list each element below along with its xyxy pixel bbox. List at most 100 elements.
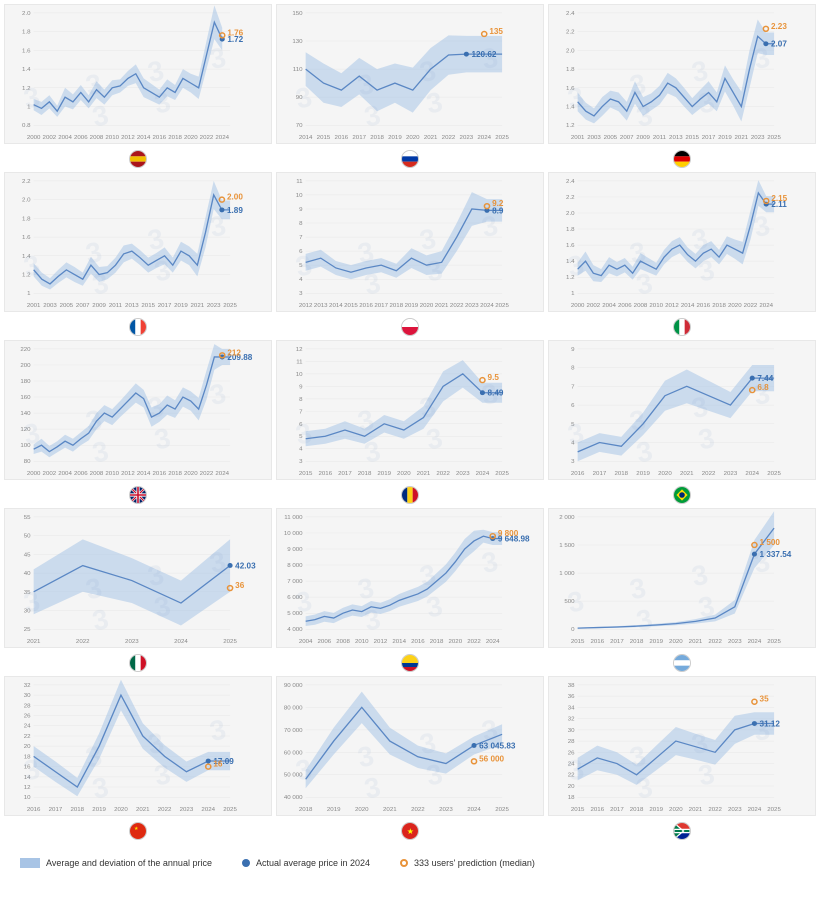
svg-text:2021: 2021	[689, 639, 703, 645]
flag-italy-icon	[673, 318, 691, 336]
svg-text:1.8: 1.8	[566, 227, 575, 233]
svg-text:11 000: 11 000	[284, 515, 303, 521]
band-swatch	[20, 858, 40, 868]
svg-text:2021: 2021	[191, 303, 205, 309]
svg-text:1.8: 1.8	[22, 216, 31, 222]
svg-text:2015: 2015	[571, 639, 585, 645]
svg-text:2021: 2021	[417, 471, 431, 477]
svg-text:2017: 2017	[338, 471, 352, 477]
svg-text:2022: 2022	[467, 639, 481, 645]
svg-text:2025: 2025	[495, 471, 509, 477]
svg-text:2016: 2016	[153, 135, 167, 141]
svg-text:2010: 2010	[105, 471, 119, 477]
svg-text:2004: 2004	[602, 303, 616, 309]
svg-text:2019: 2019	[92, 807, 106, 813]
svg-text:2016: 2016	[27, 807, 41, 813]
svg-text:2018: 2018	[168, 471, 182, 477]
svg-text:32: 32	[24, 683, 31, 689]
svg-text:2022: 2022	[702, 471, 716, 477]
svg-text:120: 120	[20, 427, 31, 433]
svg-text:2024: 2024	[467, 807, 481, 813]
svg-text:2015: 2015	[571, 807, 585, 813]
svg-text:2009: 2009	[636, 135, 650, 141]
svg-text:2006: 2006	[318, 639, 332, 645]
svg-text:2.15: 2.15	[771, 194, 787, 203]
svg-text:2014: 2014	[299, 135, 313, 141]
svg-text:7.44: 7.44	[757, 374, 773, 383]
svg-text:6 000: 6 000	[287, 595, 303, 601]
svg-text:2018: 2018	[630, 807, 644, 813]
svg-text:6.8: 6.8	[757, 383, 769, 392]
svg-text:2016: 2016	[590, 807, 604, 813]
chart-13: 40 00050 00060 00070 00080 00090 0002018…	[276, 676, 544, 816]
flag-brazil-icon	[673, 486, 691, 504]
svg-text:160: 160	[20, 395, 31, 401]
svg-text:2004: 2004	[58, 471, 72, 477]
svg-text:30: 30	[24, 693, 31, 699]
svg-text:70: 70	[296, 123, 303, 129]
svg-text:2.07: 2.07	[771, 40, 787, 49]
svg-text:30: 30	[24, 609, 31, 615]
svg-text:2025: 2025	[223, 639, 237, 645]
svg-text:2024: 2024	[748, 639, 762, 645]
svg-text:2020: 2020	[406, 135, 420, 141]
svg-text:2022: 2022	[450, 303, 464, 309]
flag-china-icon: ★	[129, 822, 147, 840]
chart-12: 1012141618202224262830322016201720182019…	[4, 676, 272, 816]
svg-text:34: 34	[568, 705, 575, 711]
svg-text:1.4: 1.4	[22, 67, 31, 73]
chart-cell-argentina: 05001 0001 5002 000201520162017201820192…	[548, 508, 816, 672]
svg-text:1 500: 1 500	[760, 538, 781, 547]
svg-text:140: 140	[20, 411, 31, 417]
svg-text:2016: 2016	[153, 471, 167, 477]
svg-text:9.5: 9.5	[488, 373, 500, 382]
svg-text:2017: 2017	[352, 135, 366, 141]
svg-text:2004: 2004	[58, 135, 72, 141]
svg-text:2012: 2012	[121, 471, 135, 477]
legend-predicted-label: 333 users' prediction (median)	[414, 858, 535, 868]
legend-predicted: 333 users' prediction (median)	[400, 858, 535, 868]
flag-colombia-icon	[401, 654, 419, 672]
svg-text:1.6: 1.6	[566, 86, 575, 92]
svg-text:2002: 2002	[587, 303, 601, 309]
svg-text:2023: 2023	[207, 303, 221, 309]
legend: Average and deviation of the annual pric…	[0, 844, 820, 882]
svg-text:2022: 2022	[436, 471, 450, 477]
svg-text:2021: 2021	[435, 303, 449, 309]
svg-text:2019: 2019	[649, 639, 663, 645]
chart-11: 05001 0001 5002 000201520162017201820192…	[548, 508, 816, 648]
chart-7: 3456789101112201520162017201820192020202…	[276, 340, 544, 480]
svg-text:2006: 2006	[74, 135, 88, 141]
svg-text:63 045.83: 63 045.83	[479, 742, 516, 751]
svg-text:20: 20	[568, 784, 575, 790]
svg-text:2025: 2025	[223, 807, 237, 813]
svg-text:2016: 2016	[697, 303, 711, 309]
svg-text:30: 30	[568, 728, 575, 734]
svg-text:2015: 2015	[299, 471, 313, 477]
svg-text:0.8: 0.8	[22, 123, 31, 129]
svg-text:2023: 2023	[180, 807, 194, 813]
svg-text:2009: 2009	[92, 303, 106, 309]
svg-text:18: 18	[24, 754, 31, 760]
svg-text:12: 12	[24, 785, 31, 791]
svg-text:9 000: 9 000	[287, 547, 303, 553]
chart-10: 4 0005 0006 0007 0008 0009 00010 00011 0…	[276, 508, 544, 648]
svg-text:2021: 2021	[383, 807, 397, 813]
svg-text:2022: 2022	[411, 807, 425, 813]
svg-text:80: 80	[24, 459, 31, 465]
svg-text:2020: 2020	[184, 471, 198, 477]
svg-text:2007: 2007	[76, 303, 90, 309]
chart-cell-italy: 11.21.41.61.82.02.22.4200020022004200620…	[548, 172, 816, 336]
legend-band: Average and deviation of the annual pric…	[20, 858, 212, 868]
svg-text:1.4: 1.4	[566, 105, 575, 111]
svg-text:5 000: 5 000	[287, 611, 303, 617]
svg-text:2012: 2012	[299, 303, 313, 309]
predicted-swatch	[400, 859, 408, 867]
svg-text:2002: 2002	[43, 135, 57, 141]
svg-text:2018: 2018	[712, 303, 726, 309]
svg-text:1.89: 1.89	[227, 206, 243, 215]
chart-8: 3456789201620172018201920202021202220232…	[548, 340, 816, 480]
svg-text:2024: 2024	[215, 135, 229, 141]
chart-cell-colombia: 4 0005 0006 0007 0008 0009 00010 00011 0…	[276, 508, 544, 672]
svg-text:2019: 2019	[388, 135, 402, 141]
